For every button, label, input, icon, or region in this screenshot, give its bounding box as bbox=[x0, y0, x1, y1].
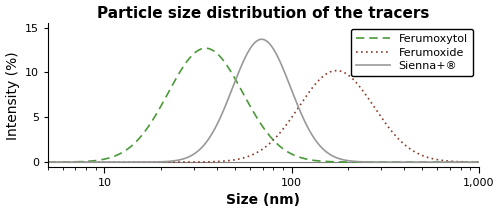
Y-axis label: Intensity (%): Intensity (%) bbox=[6, 51, 20, 140]
Ferumoxytol bbox=[45, 161, 51, 163]
Sienna+® bbox=[229, 88, 235, 91]
Ferumoxytol bbox=[210, 49, 216, 52]
Ferumoxide bbox=[120, 161, 126, 163]
Ferumoxytol bbox=[202, 47, 208, 49]
Ferumoxide bbox=[421, 155, 427, 157]
Title: Particle size distribution of the tracers: Particle size distribution of the tracer… bbox=[97, 6, 430, 21]
Ferumoxide bbox=[229, 159, 235, 161]
Ferumoxide bbox=[94, 161, 100, 163]
Ferumoxytol bbox=[468, 161, 473, 163]
Ferumoxytol bbox=[421, 161, 427, 163]
Ferumoxytol bbox=[476, 161, 482, 163]
Line: Ferumoxide: Ferumoxide bbox=[48, 71, 478, 162]
X-axis label: Size (nm): Size (nm) bbox=[226, 193, 300, 207]
Ferumoxytol bbox=[120, 151, 126, 154]
Sienna+® bbox=[45, 161, 51, 163]
Sienna+® bbox=[120, 161, 126, 163]
Ferumoxide bbox=[476, 161, 482, 163]
Sienna+® bbox=[421, 161, 427, 163]
Sienna+® bbox=[476, 161, 482, 163]
Sienna+® bbox=[94, 161, 100, 163]
Ferumoxytol bbox=[229, 72, 235, 75]
Sienna+® bbox=[468, 161, 473, 163]
Ferumoxide bbox=[334, 69, 340, 72]
Ferumoxide bbox=[45, 161, 51, 163]
Ferumoxide bbox=[468, 161, 473, 163]
Line: Sienna+®: Sienna+® bbox=[48, 39, 478, 162]
Sienna+® bbox=[258, 38, 264, 40]
Ferumoxytol bbox=[94, 159, 100, 162]
Ferumoxide bbox=[210, 160, 216, 163]
Sienna+® bbox=[210, 130, 216, 133]
Legend: Ferumoxytol, Ferumoxide, Sienna+®: Ferumoxytol, Ferumoxide, Sienna+® bbox=[350, 29, 473, 76]
Line: Ferumoxytol: Ferumoxytol bbox=[48, 48, 478, 162]
